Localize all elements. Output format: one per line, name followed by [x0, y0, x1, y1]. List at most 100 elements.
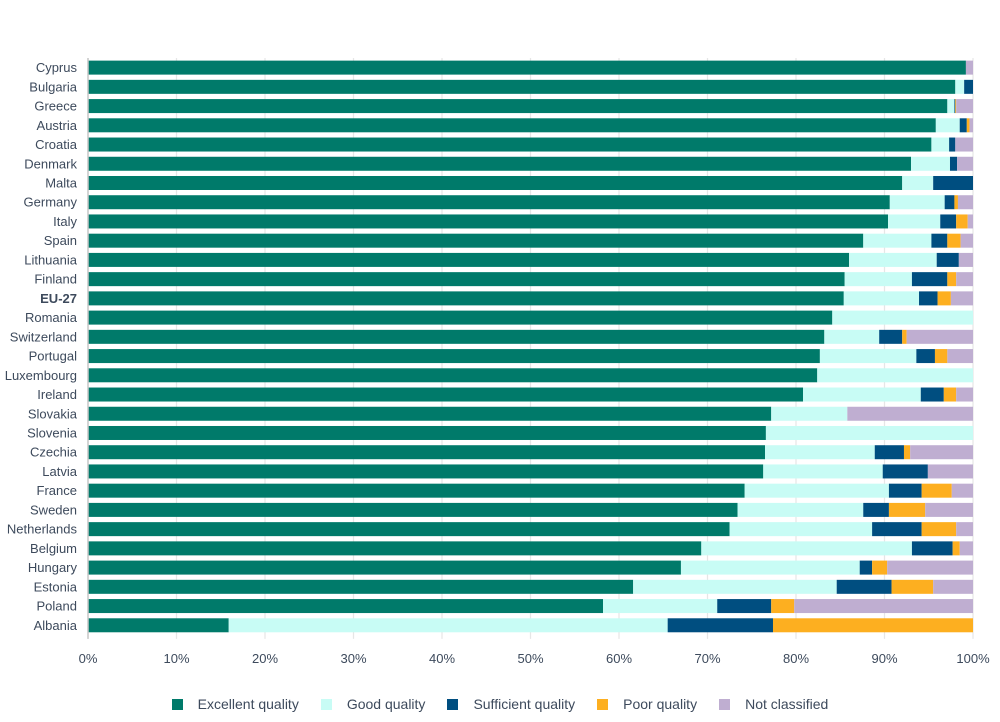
bar-segment-not-classified[interactable]	[927, 464, 973, 479]
bar-segment-poor-quality[interactable]	[952, 541, 960, 556]
bar-segment-not-classified[interactable]	[969, 118, 973, 133]
bar-segment-poor-quality[interactable]	[956, 214, 968, 229]
bar-segment-good-quality[interactable]	[902, 175, 934, 190]
bar-segment-good-quality[interactable]	[863, 233, 932, 248]
bar-segment-sufficient-quality[interactable]	[717, 599, 772, 614]
bar-segment-excellent-quality[interactable]	[88, 387, 804, 402]
bar-segment-good-quality[interactable]	[935, 118, 960, 133]
bar-segment-not-classified[interactable]	[794, 599, 973, 614]
bar-segment-excellent-quality[interactable]	[88, 368, 818, 383]
bar-segment-sufficient-quality[interactable]	[944, 195, 955, 210]
bar-segment-not-classified[interactable]	[847, 406, 973, 421]
bar-segment-good-quality[interactable]	[765, 425, 973, 440]
bar-segment-good-quality[interactable]	[771, 406, 848, 421]
bar-segment-not-classified[interactable]	[956, 99, 973, 114]
bar-segment-poor-quality[interactable]	[921, 522, 957, 537]
legend-item-poor[interactable]: Poor quality	[597, 696, 697, 712]
legend-item-not-classified[interactable]: Not classified	[719, 696, 828, 712]
bar-segment-not-classified[interactable]	[965, 60, 973, 75]
bar-segment-excellent-quality[interactable]	[88, 118, 936, 133]
bar-segment-excellent-quality[interactable]	[88, 599, 604, 614]
bar-segment-sufficient-quality[interactable]	[879, 329, 903, 344]
bar-segment-sufficient-quality[interactable]	[949, 156, 958, 171]
bar-segment-excellent-quality[interactable]	[88, 214, 889, 229]
bar-segment-sufficient-quality[interactable]	[911, 272, 948, 287]
bar-segment-excellent-quality[interactable]	[88, 60, 966, 75]
bar-segment-not-classified[interactable]	[956, 272, 973, 287]
bar-segment-not-classified[interactable]	[947, 349, 973, 364]
bar-segment-excellent-quality[interactable]	[88, 406, 772, 421]
bar-segment-good-quality[interactable]	[603, 599, 718, 614]
bar-segment-excellent-quality[interactable]	[88, 137, 932, 152]
bar-segment-not-classified[interactable]	[910, 445, 973, 460]
bar-segment-not-classified[interactable]	[951, 483, 973, 498]
bar-segment-good-quality[interactable]	[817, 368, 973, 383]
bar-segment-good-quality[interactable]	[819, 349, 917, 364]
bar-segment-excellent-quality[interactable]	[88, 618, 229, 633]
bar-segment-good-quality[interactable]	[955, 79, 965, 94]
bar-segment-poor-quality[interactable]	[903, 445, 911, 460]
bar-segment-poor-quality[interactable]	[954, 195, 958, 210]
bar-segment-sufficient-quality[interactable]	[863, 502, 889, 517]
bar-segment-poor-quality[interactable]	[943, 387, 957, 402]
bar-segment-good-quality[interactable]	[763, 464, 883, 479]
bar-segment-excellent-quality[interactable]	[88, 560, 681, 575]
bar-segment-excellent-quality[interactable]	[88, 579, 634, 594]
bar-segment-excellent-quality[interactable]	[88, 349, 820, 364]
legend-item-sufficient[interactable]: Sufficient quality	[447, 696, 575, 712]
bar-segment-sufficient-quality[interactable]	[836, 579, 892, 594]
bar-segment-sufficient-quality[interactable]	[919, 291, 938, 306]
bar-segment-good-quality[interactable]	[737, 502, 864, 517]
bar-segment-poor-quality[interactable]	[921, 483, 952, 498]
bar-segment-poor-quality[interactable]	[902, 329, 907, 344]
bar-segment-good-quality[interactable]	[701, 541, 912, 556]
bar-segment-not-classified[interactable]	[967, 214, 973, 229]
bar-segment-sufficient-quality[interactable]	[911, 541, 953, 556]
bar-segment-good-quality[interactable]	[228, 618, 668, 633]
bar-segment-good-quality[interactable]	[765, 445, 875, 460]
bar-segment-not-classified[interactable]	[957, 195, 973, 210]
bar-segment-good-quality[interactable]	[849, 252, 937, 267]
bar-segment-good-quality[interactable]	[729, 522, 873, 537]
bar-segment-sufficient-quality[interactable]	[882, 464, 928, 479]
bar-segment-excellent-quality[interactable]	[88, 464, 764, 479]
bar-segment-good-quality[interactable]	[633, 579, 837, 594]
bar-segment-sufficient-quality[interactable]	[872, 522, 922, 537]
bar-segment-good-quality[interactable]	[911, 156, 950, 171]
bar-segment-excellent-quality[interactable]	[88, 252, 850, 267]
bar-segment-good-quality[interactable]	[844, 272, 912, 287]
bar-segment-good-quality[interactable]	[888, 214, 941, 229]
bar-segment-excellent-quality[interactable]	[88, 195, 890, 210]
bar-segment-poor-quality[interactable]	[947, 233, 961, 248]
bar-segment-not-classified[interactable]	[956, 522, 973, 537]
bar-segment-poor-quality[interactable]	[888, 502, 926, 517]
bar-segment-excellent-quality[interactable]	[88, 79, 956, 94]
bar-segment-sufficient-quality[interactable]	[888, 483, 922, 498]
bar-segment-not-classified[interactable]	[887, 560, 973, 575]
bar-segment-sufficient-quality[interactable]	[936, 252, 959, 267]
bar-segment-excellent-quality[interactable]	[88, 329, 825, 344]
bar-segment-excellent-quality[interactable]	[88, 541, 702, 556]
bar-segment-excellent-quality[interactable]	[88, 272, 845, 287]
bar-segment-good-quality[interactable]	[832, 310, 973, 325]
bar-segment-excellent-quality[interactable]	[88, 445, 766, 460]
bar-segment-poor-quality[interactable]	[947, 272, 957, 287]
bar-segment-poor-quality[interactable]	[955, 99, 957, 114]
bar-segment-sufficient-quality[interactable]	[667, 618, 773, 633]
bar-segment-not-classified[interactable]	[958, 252, 973, 267]
bar-segment-sufficient-quality[interactable]	[940, 214, 957, 229]
legend-item-excellent[interactable]: Excellent quality	[171, 696, 299, 712]
bar-segment-not-classified[interactable]	[933, 579, 973, 594]
bar-segment-good-quality[interactable]	[947, 99, 955, 114]
bar-segment-poor-quality[interactable]	[934, 349, 948, 364]
bar-segment-excellent-quality[interactable]	[88, 425, 766, 440]
bar-segment-good-quality[interactable]	[824, 329, 880, 344]
bar-segment-excellent-quality[interactable]	[88, 99, 948, 114]
bar-segment-excellent-quality[interactable]	[88, 233, 864, 248]
bar-segment-sufficient-quality[interactable]	[859, 560, 873, 575]
bar-segment-excellent-quality[interactable]	[88, 483, 745, 498]
bar-segment-sufficient-quality[interactable]	[954, 99, 956, 114]
bar-segment-excellent-quality[interactable]	[88, 522, 730, 537]
bar-segment-not-classified[interactable]	[959, 541, 973, 556]
bar-segment-excellent-quality[interactable]	[88, 310, 833, 325]
